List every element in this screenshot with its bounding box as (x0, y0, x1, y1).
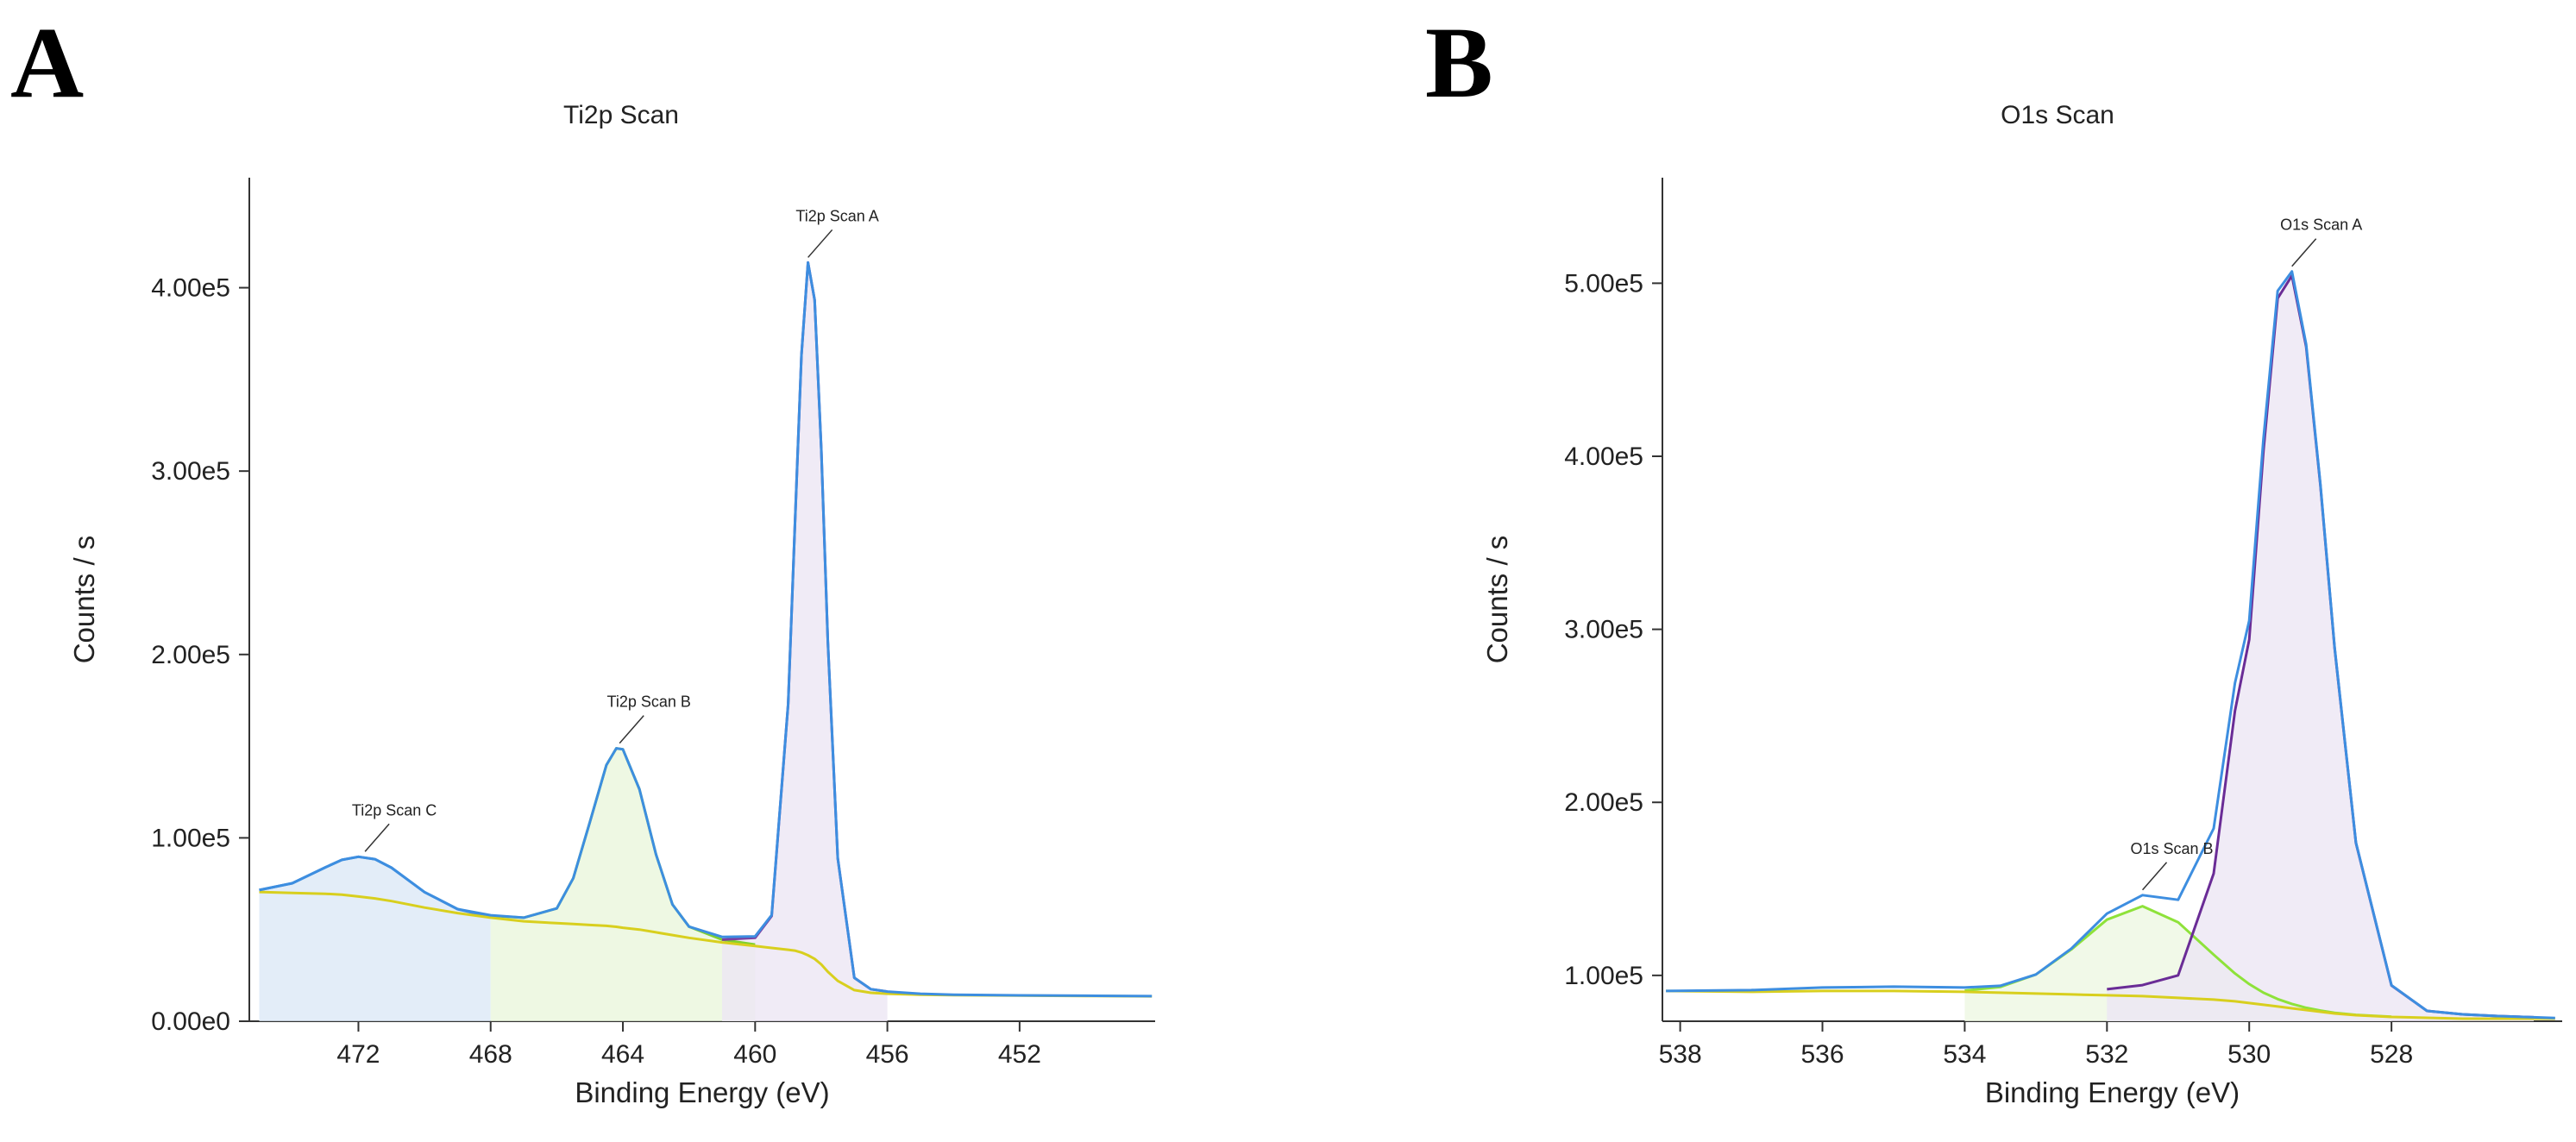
x-tick-label: 538 (1659, 1040, 1702, 1069)
component-fill (490, 748, 756, 1021)
y-tick-label: 2.00e5 (151, 641, 230, 669)
y-tick-label: 1.00e5 (1564, 962, 1643, 990)
component-fill (1964, 906, 2392, 1021)
x-tick-label: 456 (866, 1040, 909, 1069)
panel-label: A (10, 6, 84, 119)
x-tick-label: 536 (1800, 1040, 1844, 1069)
x-tick-label: 530 (2227, 1040, 2271, 1069)
annotation-leader (2291, 238, 2317, 267)
annotation-label: O1s Scan B (2131, 840, 2214, 857)
annotation-label: Ti2p Scan C (352, 801, 437, 819)
y-tick-label: 2.00e5 (1564, 788, 1643, 817)
x-axis-label: Binding Energy (eV) (1985, 1076, 2240, 1108)
y-tick-label: 3.00e5 (1564, 616, 1643, 644)
y-tick-label: 1.00e5 (151, 824, 230, 852)
series-line (259, 890, 1153, 998)
x-tick-label: 464 (601, 1040, 644, 1069)
annotation-label: Ti2p Scan A (795, 207, 878, 224)
x-tick-label: 528 (2370, 1040, 2413, 1069)
x-tick-label: 532 (2085, 1040, 2128, 1069)
annotation-leader (619, 715, 644, 744)
x-tick-label: 534 (1943, 1040, 1986, 1069)
x-tick-label: 472 (336, 1040, 380, 1069)
component-fill (721, 262, 888, 1021)
y-axis-label: Counts / s (68, 536, 100, 664)
annotation-leader (807, 229, 833, 258)
annotation-label: Ti2p Scan B (607, 693, 691, 711)
chart-title: Ti2p Scan (563, 101, 679, 129)
y-tick-label: 4.00e5 (1564, 442, 1643, 471)
x-axis-label: Binding Energy (eV) (575, 1076, 829, 1108)
y-tick-label: 0.00e0 (151, 1007, 230, 1036)
component-fill (2107, 275, 2535, 1022)
series-line (259, 260, 1153, 998)
y-tick-label: 5.00e5 (1564, 269, 1643, 298)
y-axis-label: Counts / s (1481, 536, 1513, 664)
panel-label: B (1425, 6, 1493, 119)
chart-title: O1s Scan (2001, 101, 2114, 129)
x-tick-label: 452 (998, 1040, 1041, 1069)
y-tick-label: 4.00e5 (151, 274, 230, 303)
x-tick-label: 460 (733, 1040, 776, 1069)
component-fill (259, 856, 491, 1021)
series-line (1666, 989, 2555, 1020)
x-tick-label: 468 (469, 1040, 512, 1069)
series-line (1666, 270, 2555, 1020)
annotation-leader (364, 823, 390, 852)
annotation-label: O1s Scan A (2280, 216, 2362, 234)
annotation-leader (2141, 862, 2168, 891)
y-tick-label: 3.00e5 (151, 457, 230, 486)
